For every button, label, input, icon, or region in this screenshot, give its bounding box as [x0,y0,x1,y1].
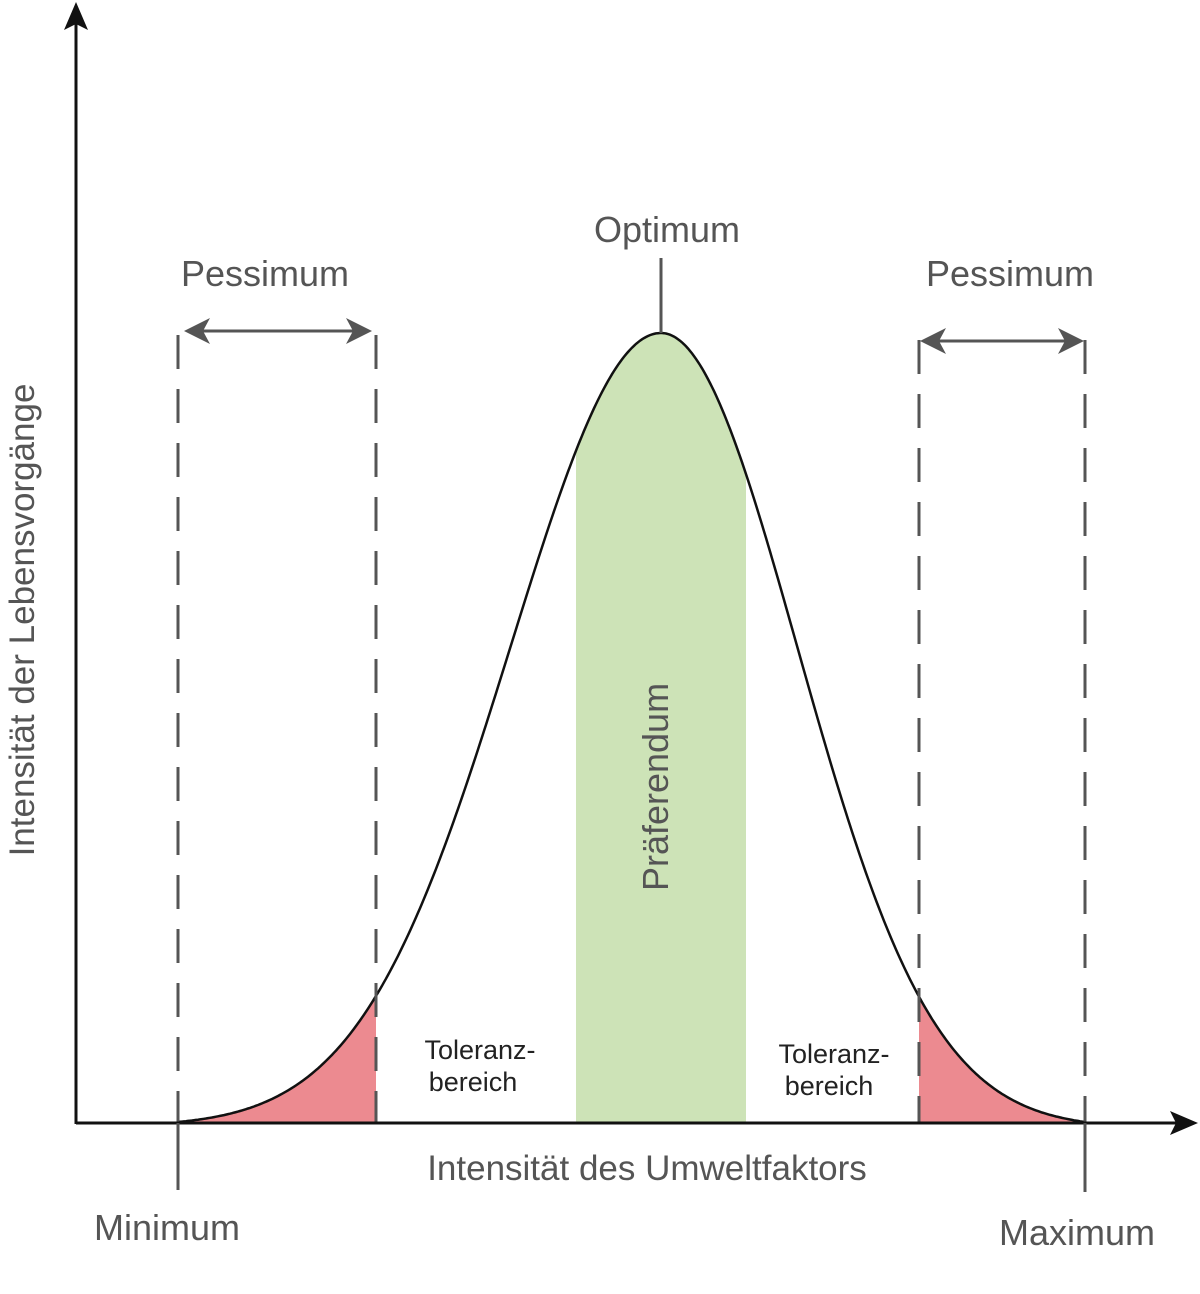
tolerance-left-line2: bereich [429,1067,518,1097]
tolerance-right-line2: bereich [785,1071,874,1101]
pessimum-right-area [919,900,1085,1122]
pessimum-right-label: Pessimum [926,253,1094,294]
tolerance-right-line1: Toleranz- [778,1039,889,1069]
x-axis-label: Intensität des Umweltfaktors [427,1149,867,1188]
minimum-label: Minimum [94,1207,240,1248]
pessimum-left-label: Pessimum [181,253,349,294]
tolerance-left-line1: Toleranz- [424,1035,535,1065]
pessimum-left-area [178,900,376,1122]
y-axis-label: Intensität der Lebensvorgänge [3,384,42,857]
preferendum-band [576,333,746,1122]
optimum-label: Optimum [594,209,740,250]
x-axis-arrowhead [1170,1111,1198,1135]
bell-curve [177,331,1085,1124]
y-axis-arrowhead [64,2,88,30]
pessimum-right-arrow [920,328,1084,354]
pessimum-left-arrow [184,318,372,344]
preferendum-label: Präferendum [635,683,676,891]
maximum-label: Maximum [999,1212,1155,1253]
